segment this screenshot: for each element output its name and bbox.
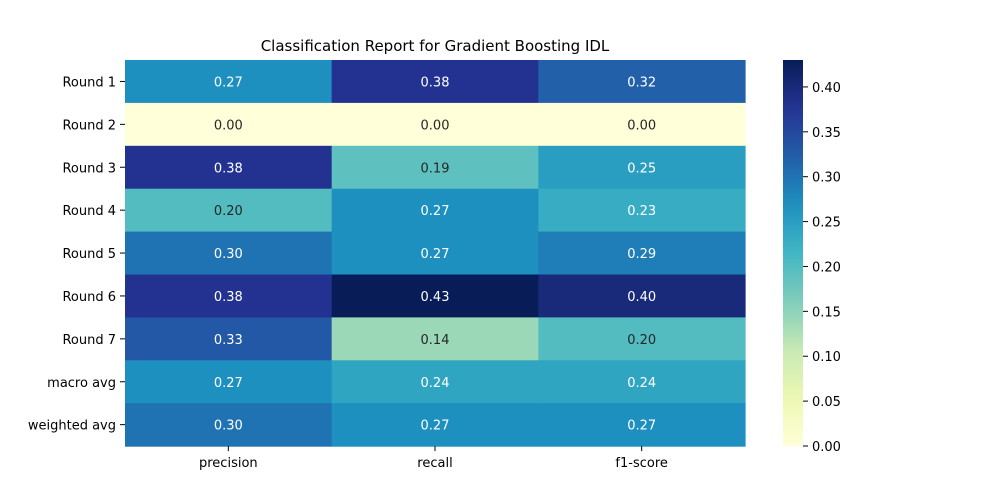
row-label: Round 6 [62, 290, 116, 305]
row-label: weighted avg [28, 419, 116, 434]
cell-value-label: 0.27 [421, 204, 450, 219]
row-labels: Round 1 Round 2 Round 3 Round 4 Round 5 Round… [28, 75, 125, 434]
cell-value-label: 0.24 [421, 376, 450, 391]
cell-value-label: 0.27 [421, 247, 450, 262]
colorbar-tick-label: 0.10 [812, 350, 841, 365]
cell-value-label: 0.33 [214, 333, 243, 348]
heatmap-cell [538, 188, 746, 233]
heatmap-cell [331, 360, 539, 404]
cell-value-label: 0.27 [214, 75, 243, 90]
heatmap-cell [125, 231, 333, 276]
heatmap-cell [538, 102, 746, 147]
row-label: Round 2 [62, 118, 116, 133]
cell-value-label: 0.27 [421, 419, 450, 434]
cell-value-label: 0.29 [627, 247, 656, 262]
colorbar: 0.00 0.05 0.10 0.15 0.20 0.25 0.30 0.35 0.40 [783, 60, 841, 455]
cell-value-label: 0.23 [627, 204, 656, 219]
heatmap-cell [538, 403, 746, 447]
column-labels: precision recall f1-score [199, 446, 668, 471]
cell-value-label: 0.20 [627, 333, 656, 348]
cell-value-label: 0.24 [627, 376, 656, 391]
heatmap-cell [125, 60, 333, 104]
colorbar-tick-label: 0.35 [812, 126, 841, 141]
row-label: macro avg [47, 376, 116, 391]
cell-value-label: 0.30 [214, 247, 243, 262]
heatmap-cell [331, 317, 539, 361]
cell-value-label: 0.20 [214, 204, 243, 219]
colorbar-tick-label: 0.30 [812, 171, 841, 186]
column-label: f1-score [615, 456, 667, 471]
heatmap-cell [331, 145, 539, 190]
cell-value-label: 0.40 [627, 290, 656, 305]
row-label: Round 4 [62, 204, 116, 219]
heatmap-cell [331, 403, 539, 447]
heatmap-cell [538, 360, 746, 404]
heatmap-cell [125, 102, 333, 147]
heatmap-cell [125, 360, 333, 404]
row-label: Round 7 [62, 333, 116, 348]
cell-value-label: 0.38 [421, 75, 450, 90]
heatmap-cell [538, 274, 746, 318]
heatmap-cell [538, 317, 746, 361]
heatmap-cell [125, 317, 333, 361]
cell-value-label: 0.43 [421, 290, 450, 305]
cell-value-label: 0.27 [214, 376, 243, 391]
colorbar-tick-label: 0.15 [812, 305, 841, 320]
cell-value-label: 0.32 [627, 75, 656, 90]
heatmap-cell [538, 60, 746, 104]
colorbar-tick-label: 0.20 [812, 260, 841, 275]
heatmap-cell [331, 60, 539, 104]
cell-value-label: 0.00 [627, 118, 656, 133]
heatmap-cell [125, 145, 333, 190]
colorbar-tick-label: 0.25 [812, 216, 841, 231]
colorbar-tick-label: 0.40 [812, 81, 841, 96]
heatmap-cell [125, 188, 333, 233]
heatmap-cell [538, 231, 746, 276]
heatmap-cell [125, 274, 333, 318]
colorbar-tick-label: 0.05 [812, 395, 841, 410]
row-label: Round 5 [62, 247, 116, 262]
cell-value-label: 0.00 [214, 118, 243, 133]
heatmap-cells: 0.27 0.38 0.32 0.00 0.00 0.00 0.38 0.19 0.25 0.20… [125, 60, 746, 447]
cell-value-label: 0.14 [421, 333, 450, 348]
heatmap-cell [331, 231, 539, 276]
heatmap-cell [331, 274, 539, 318]
cell-value-label: 0.25 [627, 161, 656, 176]
heatmap-cell [331, 102, 539, 147]
colorbar-gradient [783, 60, 803, 446]
cell-value-label: 0.27 [627, 419, 656, 434]
colorbar-tick-label: 0.00 [812, 440, 841, 455]
column-label: precision [199, 456, 258, 471]
heatmap-cell [331, 188, 539, 233]
row-label: Round 1 [62, 75, 116, 90]
cell-value-label: 0.19 [421, 161, 450, 176]
cell-value-label: 0.38 [214, 290, 243, 305]
row-label: Round 3 [62, 161, 116, 176]
chart-title: Classification Report for Gradient Boost… [261, 37, 610, 55]
heatmap-cell [125, 403, 333, 447]
column-label: recall [417, 456, 452, 471]
cell-value-label: 0.30 [214, 419, 243, 434]
heatmap-cell [538, 145, 746, 190]
cell-value-label: 0.00 [421, 118, 450, 133]
cell-value-label: 0.38 [214, 161, 243, 176]
